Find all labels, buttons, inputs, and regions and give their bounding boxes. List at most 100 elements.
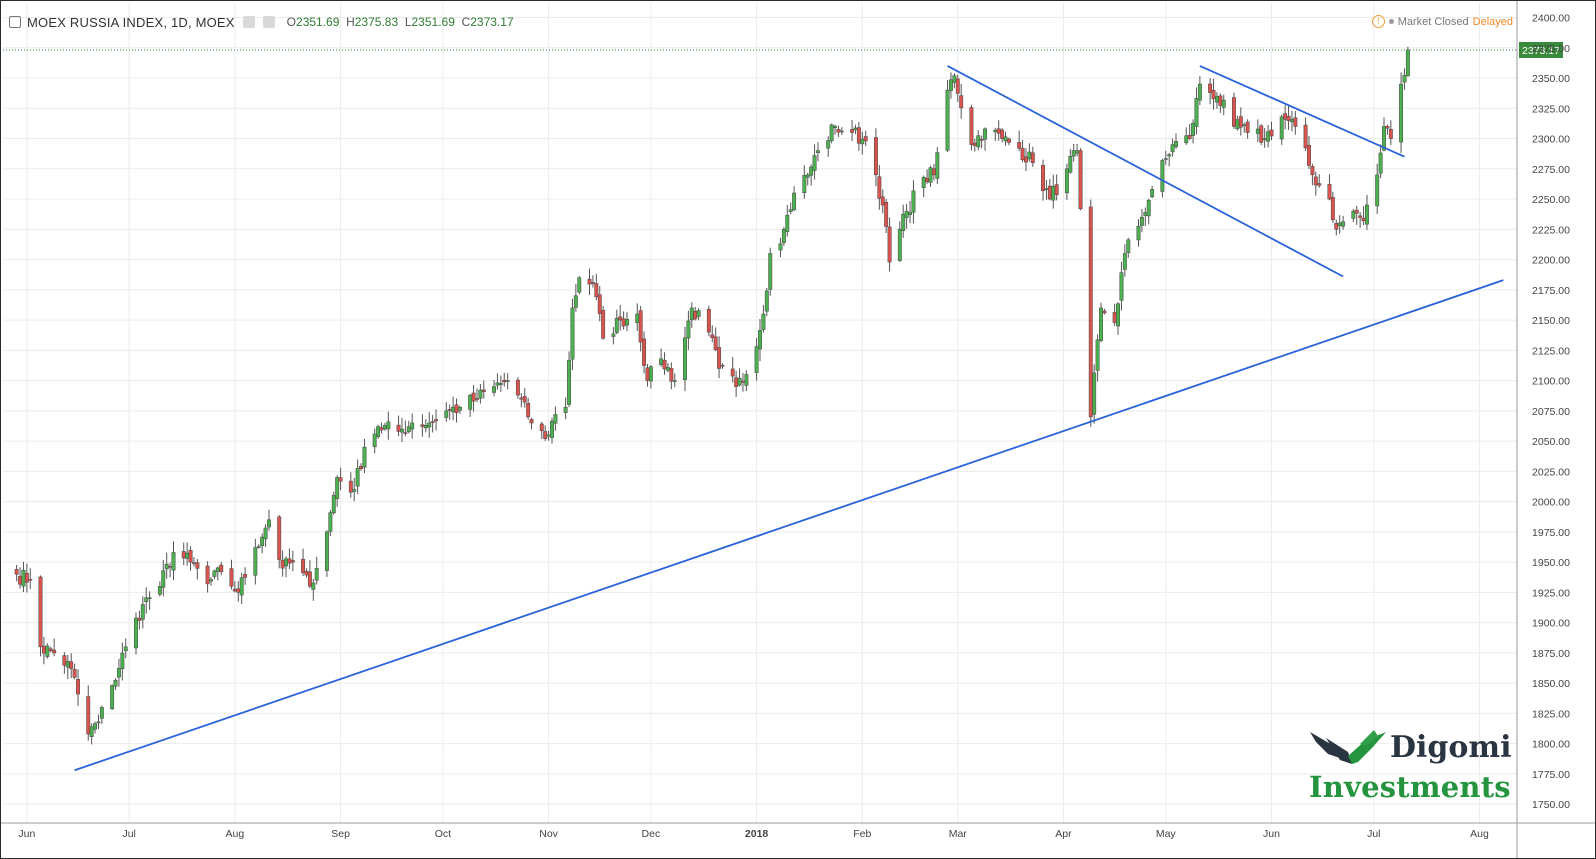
candle-up <box>1071 150 1076 157</box>
candle-up <box>1375 174 1380 207</box>
candle-down <box>338 477 343 482</box>
warning-icon[interactable]: ! <box>1371 15 1385 28</box>
candle-down <box>243 574 248 578</box>
candle-up <box>949 79 953 91</box>
x-tick-label: Feb <box>853 828 871 840</box>
candle-down <box>959 95 964 109</box>
candle-down <box>280 559 285 569</box>
candle-down <box>447 409 452 411</box>
candle-up <box>1174 141 1178 147</box>
candle-up <box>809 166 814 176</box>
candle-down <box>1259 125 1264 143</box>
candle-up <box>785 214 790 232</box>
candle-up <box>768 253 773 290</box>
candle-up <box>444 410 449 418</box>
candle-up <box>382 425 387 430</box>
candle-down <box>1385 126 1390 129</box>
last-price-line: 2373.17 <box>3 41 1563 58</box>
candle-down <box>379 427 384 431</box>
candle-up <box>611 333 616 337</box>
price-axis[interactable]: 2400.00 2375.00 2350.00 2325.00 2300.00 2275.… <box>1516 1 1570 858</box>
candle-down <box>348 480 353 493</box>
candle-up <box>1150 189 1155 198</box>
candle-down <box>181 551 186 559</box>
candle-up <box>1099 307 1103 341</box>
candle-up <box>185 552 190 559</box>
candle-up <box>928 167 933 183</box>
x-tick-label: Jul <box>122 828 135 840</box>
candle-up <box>89 726 94 737</box>
candle-up <box>352 489 357 492</box>
candle-up <box>362 446 367 468</box>
candle-down <box>642 338 647 366</box>
candle-up <box>331 495 336 514</box>
x-tick-label: Jun <box>1263 828 1280 840</box>
eagle-logo-icon <box>1310 730 1386 764</box>
candle-up <box>116 668 121 678</box>
candle-up <box>904 210 909 218</box>
candle-up <box>1122 253 1127 270</box>
candle-down <box>880 196 885 206</box>
candle-up <box>764 290 769 312</box>
y-tick-label: 2100.00 <box>1532 376 1570 388</box>
high-value: 2375.83 <box>354 15 399 29</box>
candle-down <box>969 107 974 145</box>
candle-up <box>423 424 428 429</box>
x-tick-label: Oct <box>435 828 451 840</box>
candle-down <box>454 404 459 413</box>
candle-down <box>38 576 43 648</box>
candle-up <box>157 586 162 595</box>
hide-icon[interactable] <box>262 16 275 28</box>
y-tick-label: 2150.00 <box>1532 315 1570 327</box>
candle-down <box>236 588 241 593</box>
candle-up <box>495 382 500 386</box>
candle-up <box>758 330 762 350</box>
candle-down <box>1000 129 1005 139</box>
candle-up <box>1402 74 1407 83</box>
candle-down <box>1232 97 1236 127</box>
candle-down <box>1078 150 1083 210</box>
settings-icon[interactable] <box>242 16 255 28</box>
candle-down <box>720 364 725 367</box>
trendline <box>74 279 1504 772</box>
candle-up <box>267 519 271 528</box>
candle-down <box>1102 310 1107 314</box>
candle-down <box>403 432 408 434</box>
candle-down <box>972 142 977 146</box>
y-tick-label: 2275.00 <box>1532 164 1570 176</box>
candle-up <box>826 140 831 149</box>
candle-up <box>376 426 381 437</box>
y-tick-label: 2225.00 <box>1532 224 1570 236</box>
candle-up <box>1279 116 1284 140</box>
candle-up <box>1136 225 1141 241</box>
candle-down <box>856 127 861 144</box>
candle-down <box>502 379 507 383</box>
symbol-icon[interactable] <box>9 16 21 28</box>
candle-up <box>164 563 169 570</box>
candle-down <box>717 347 722 369</box>
candle-down <box>1211 90 1216 100</box>
digomi-logo: Digomi Investments <box>1308 728 1512 810</box>
candle-down <box>1218 95 1223 106</box>
candle-down <box>529 419 534 424</box>
symbol-title[interactable]: MOEX RUSSIA INDEX, 1D, MOEX <box>27 14 235 30</box>
candle-up <box>839 130 844 133</box>
candle-down <box>168 566 173 568</box>
status-dot-icon <box>1388 19 1394 24</box>
candle-down <box>1006 138 1011 143</box>
candle-down <box>1283 113 1288 120</box>
candle-up <box>686 320 691 339</box>
candle-down <box>232 588 237 592</box>
trendline <box>947 65 1344 278</box>
candle-up <box>1075 150 1080 154</box>
candle-down <box>931 168 936 176</box>
time-axis[interactable]: Jun Jul Aug Sep Oct Nov Dec 2018 Feb Mar Apr May Jun… <box>1 822 1595 840</box>
candle-up <box>335 477 340 499</box>
candle-up <box>860 138 865 145</box>
candle-down <box>24 572 29 583</box>
candle-up <box>120 652 125 670</box>
candle-down <box>18 576 22 585</box>
candle-up <box>1351 210 1356 219</box>
